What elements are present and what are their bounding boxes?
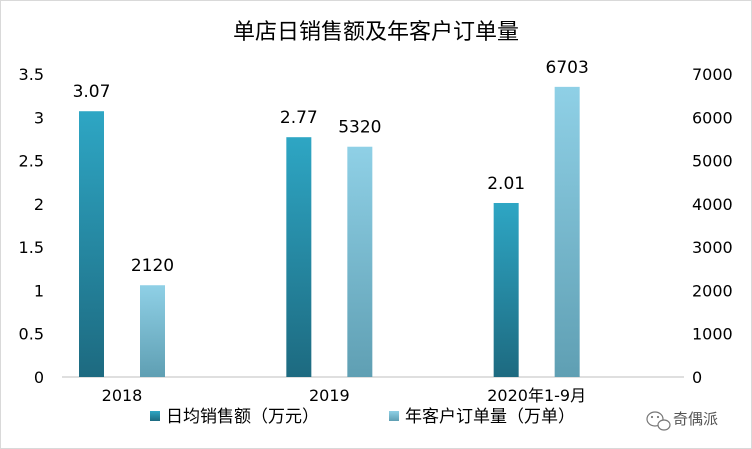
- left-tick-label: 1.5: [19, 238, 44, 257]
- bar-series-1-0: [79, 111, 104, 378]
- left-tick-label: 2.5: [19, 152, 44, 171]
- right-tick-label: 3000: [692, 238, 733, 257]
- data-label-series-1: 2.01: [487, 174, 525, 194]
- right-tick-label: 5000: [692, 152, 733, 171]
- category-labels-group: 2018 2019 2020年1-9月: [102, 386, 586, 405]
- bar-series-1-2: [493, 202, 519, 377]
- legend-swatch-series-2: [389, 411, 399, 421]
- watermark-text: 奇偶派: [673, 410, 718, 428]
- bar-series-1-1: [286, 137, 312, 377]
- left-tick-label: 3: [34, 108, 44, 127]
- left-axis-ticks: 0 0.5 1 1.5 2 2.5 3 3.5: [19, 65, 44, 387]
- category-label: 2019: [309, 386, 350, 405]
- bar-series-2-0: [140, 285, 165, 377]
- right-tick-label: 1000: [692, 325, 733, 344]
- right-tick-label: 6000: [692, 108, 733, 127]
- data-label-series-2: 6703: [546, 58, 589, 78]
- left-tick-label: 1: [34, 281, 44, 300]
- left-tick-label: 2: [34, 195, 44, 214]
- bar-series-2-1: [347, 146, 373, 377]
- data-label-series-2: 2120: [131, 256, 174, 276]
- wechat-icon: [646, 411, 671, 431]
- legend-label-series-2: 年客户订单量（万单）: [405, 407, 575, 427]
- right-tick-label: 4000: [692, 195, 733, 214]
- category-label: 2020年1-9月: [487, 386, 586, 405]
- bar-series-2-2: [554, 86, 580, 377]
- right-axis-ticks: 0 1000 2000 3000 4000 5000 6000 7000: [692, 65, 733, 387]
- category-label: 2018: [102, 386, 143, 405]
- legend-label-series-1: 日均销售额（万元）: [166, 407, 319, 427]
- data-label-series-2: 5320: [338, 118, 381, 138]
- data-labels-group: 3.07 2120 2.77 5320 2.01 6703: [73, 58, 589, 276]
- left-tick-label: 0.5: [19, 325, 44, 344]
- right-tick-label: 2000: [692, 281, 733, 300]
- watermark: 奇偶派: [646, 410, 718, 431]
- data-label-series-1: 2.77: [280, 108, 318, 128]
- legend: 日均销售额（万元） 年客户订单量（万单）: [150, 407, 575, 427]
- left-tick-label: 3.5: [19, 65, 44, 84]
- left-tick-label: 0: [34, 368, 44, 387]
- right-tick-label: 0: [692, 368, 702, 387]
- data-label-series-1: 3.07: [73, 82, 111, 102]
- chart-title: 单店日销售额及年客户订单量: [233, 20, 519, 45]
- right-tick-label: 7000: [692, 65, 733, 84]
- legend-swatch-series-1: [150, 411, 160, 421]
- bars-group: [79, 86, 580, 378]
